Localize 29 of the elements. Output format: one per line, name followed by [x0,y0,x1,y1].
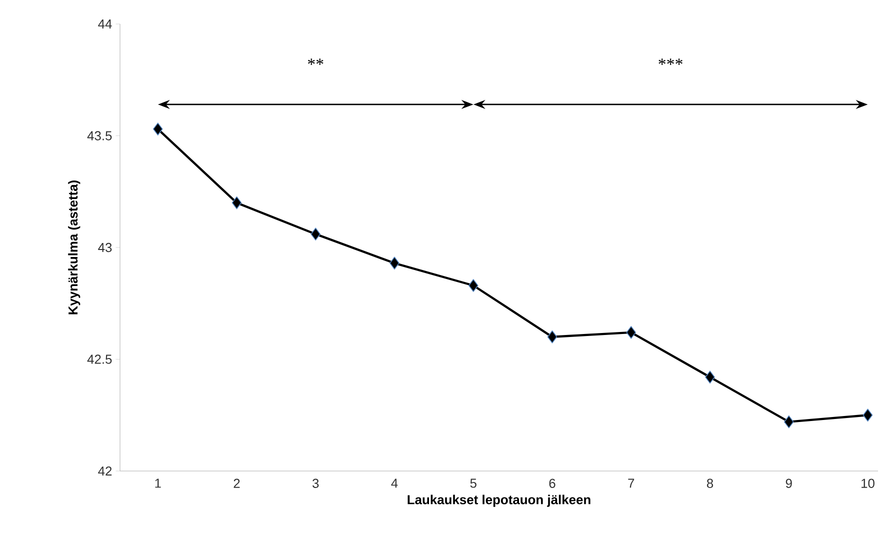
y-tick-label: 42 [98,466,112,476]
x-tick-label: 8 [706,478,714,488]
point [705,370,715,384]
x-tick-label: 4 [391,478,398,488]
point [468,279,478,292]
point [626,326,636,339]
annotation: ** [308,58,324,65]
x-tick-label: 2 [234,478,240,488]
y-tick-label: 43 [98,242,112,252]
point [152,122,163,136]
x-tick-label: 3 [312,478,319,488]
point [784,415,794,428]
x-tick-label: 6 [549,478,556,488]
y-tick-label: 42.5 [87,354,112,364]
x-tick-label: 5 [470,478,476,488]
y-axis-title: Kyynärkulma (astetta) [68,180,80,314]
x-tick-label: 7 [628,478,634,488]
x-tick-label: 10 [862,478,874,488]
y-tick-label: 43.5 [87,131,112,140]
point [862,408,873,422]
x-axis-title: Laukaukset lepotauon jälkeen [408,494,590,507]
point [310,228,320,240]
x-tick-label: 9 [786,478,792,488]
point [390,256,400,270]
point [232,196,242,210]
x-tick-label: 1 [155,478,161,488]
point [547,330,558,344]
annotation: *** [658,58,682,65]
y-tick-label: 44 [98,20,112,28]
